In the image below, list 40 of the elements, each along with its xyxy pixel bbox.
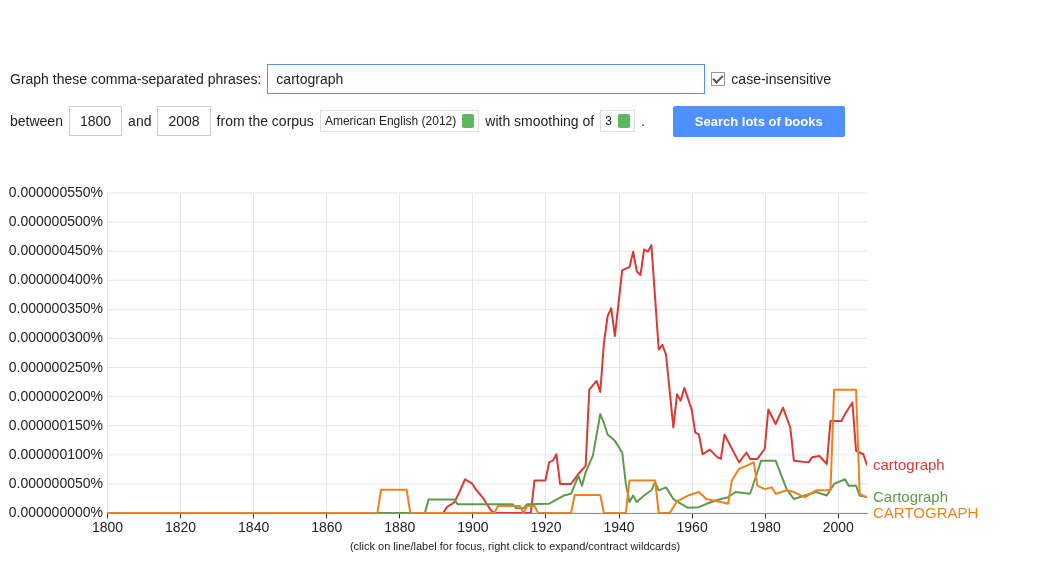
- series-label: Cartograph: [873, 488, 949, 506]
- y-tick-label: 0.000000150%: [8, 416, 103, 433]
- y-tick-label: 0.000000550%: [8, 184, 103, 200]
- text: Search lots of books: [694, 113, 823, 129]
- text: Graph these comma-separated phrases:: [10, 71, 262, 87]
- x-tick-label: 1860: [311, 518, 343, 535]
- text: 3: [605, 114, 612, 128]
- text: and: [128, 113, 152, 129]
- y-tick-label: 0.000000400%: [8, 271, 103, 288]
- text: from the corpus: [216, 113, 314, 129]
- y-tick-label: 0.000000100%: [8, 445, 103, 462]
- text: 2008: [168, 113, 200, 129]
- x-tick-label: 1820: [165, 518, 197, 535]
- text: with smoothing of: [485, 113, 595, 129]
- y-tick-label: 0.000000450%: [8, 242, 103, 259]
- x-tick-label: 1920: [530, 518, 562, 535]
- text: 1800: [79, 113, 112, 129]
- text: cartograph: [276, 71, 344, 87]
- x-tick-label: 1880: [384, 518, 416, 535]
- y-tick-label: 0.000000200%: [8, 387, 103, 404]
- series-label: CARTOGRAPH: [873, 504, 979, 522]
- text: .: [640, 113, 645, 129]
- x-tick-label: 2000: [822, 518, 855, 535]
- text: American English (2012): [324, 114, 457, 128]
- y-tick-label: 0.000000250%: [8, 358, 103, 375]
- y-tick-label: 0.000000300%: [8, 329, 103, 346]
- x-tick-label: 1840: [238, 518, 270, 535]
- text: (click on line/label for focus, right click to expand/contract wildcards): [348, 540, 682, 552]
- y-tick-label: 0.000000050%: [8, 474, 103, 491]
- y-tick-label: 0.000000350%: [8, 300, 103, 317]
- x-tick-label: 1900: [457, 518, 489, 535]
- x-tick-label: 1960: [676, 518, 708, 535]
- series-label: cartograph: [873, 456, 945, 474]
- x-tick-label: 1980: [749, 518, 781, 535]
- text: case-insensitive: [731, 71, 831, 87]
- x-tick-label: 1800: [91, 518, 124, 535]
- y-tick-label: 0.000000000%: [8, 504, 103, 520]
- x-tick-label: 1940: [603, 518, 635, 535]
- y-tick-label: 0.000000500%: [8, 213, 103, 230]
- text: between: [10, 113, 63, 129]
